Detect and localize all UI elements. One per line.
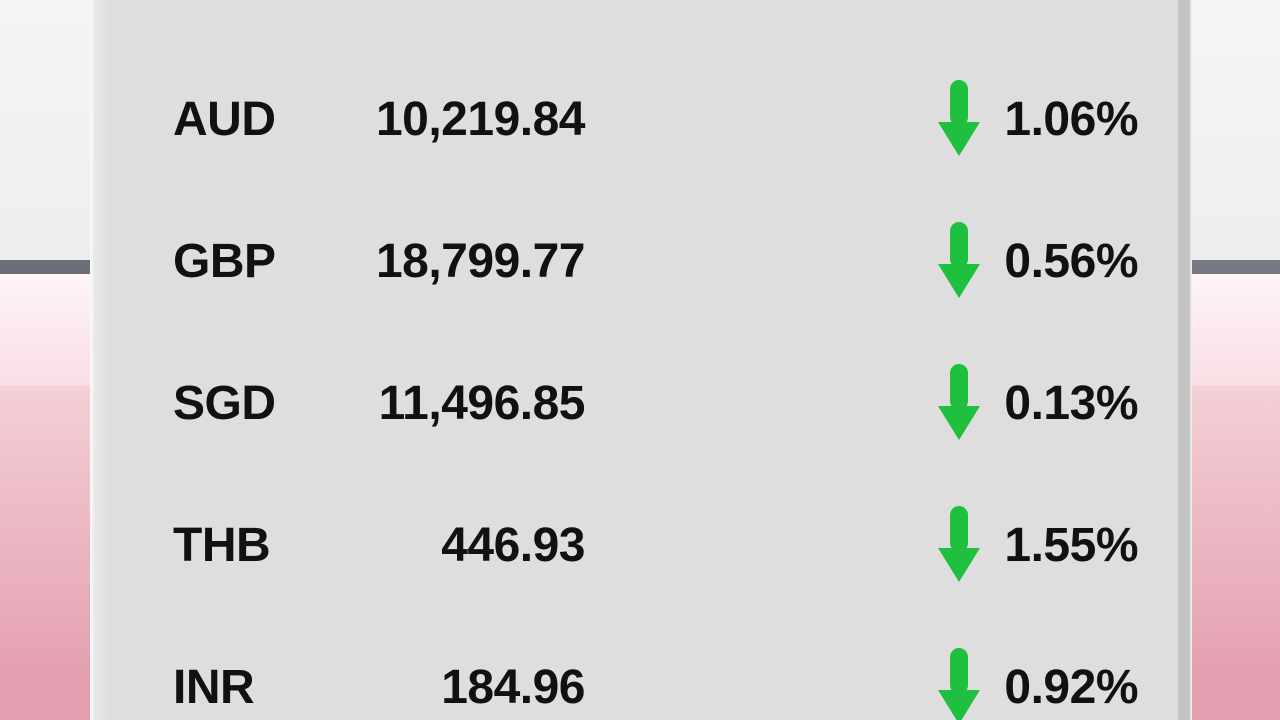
currency-value: 10,219.84 — [305, 92, 585, 147]
currency-value: 11,496.85 — [305, 376, 585, 431]
down-arrow-icon — [932, 644, 986, 720]
down-arrow-icon — [932, 218, 986, 304]
currency-value: 18,799.77 — [305, 234, 585, 289]
currency-value: 184.96 — [305, 660, 585, 715]
left-margin — [0, 0, 90, 720]
down-arrow-icon — [932, 360, 986, 446]
rate-row: THB 446.93 1.55% — [173, 474, 1138, 616]
change-percent: 1.06% — [1004, 92, 1138, 147]
change-percent: 0.13% — [1004, 376, 1138, 431]
currency-code: AUD — [173, 92, 291, 147]
currency-value: 446.93 — [305, 518, 585, 573]
currency-code: THB — [173, 518, 291, 573]
rate-row: INR 184.96 0.92% — [173, 616, 1138, 720]
screen: AUD 10,219.84 1.06% GBP 18,799.77 — [0, 0, 1280, 720]
currency-code: INR — [173, 660, 291, 715]
rate-board: AUD 10,219.84 1.06% GBP 18,799.77 — [90, 0, 1190, 720]
currency-code: SGD — [173, 376, 291, 431]
down-arrow-icon — [932, 76, 986, 162]
right-margin — [1192, 0, 1280, 720]
currency-code: GBP — [173, 234, 291, 289]
rate-row: AUD 10,219.84 1.06% — [173, 48, 1138, 190]
down-arrow-icon — [932, 502, 986, 588]
change-percent: 0.92% — [1004, 660, 1138, 715]
change-percent: 1.55% — [1004, 518, 1138, 573]
rate-list: AUD 10,219.84 1.06% GBP 18,799.77 — [173, 48, 1138, 720]
rate-row: GBP 18,799.77 0.56% — [173, 190, 1138, 332]
rate-row: SGD 11,496.85 0.13% — [173, 332, 1138, 474]
change-percent: 0.56% — [1004, 234, 1138, 289]
